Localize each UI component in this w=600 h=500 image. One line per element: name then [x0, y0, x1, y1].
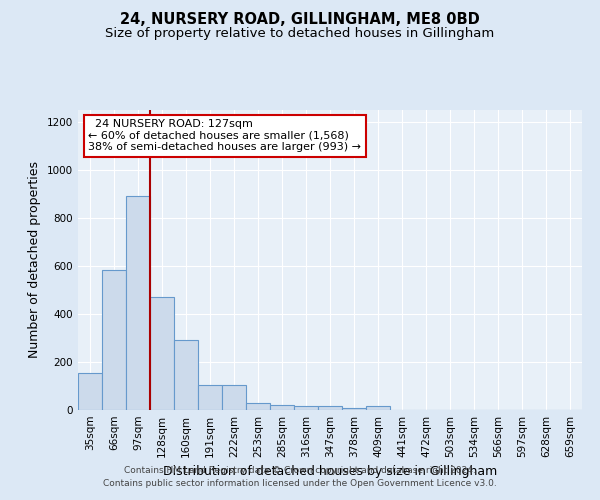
Bar — [222, 385, 246, 410]
Text: 24 NURSERY ROAD: 127sqm
← 60% of detached houses are smaller (1,568)
38% of semi: 24 NURSERY ROAD: 127sqm ← 60% of detache… — [88, 119, 361, 152]
Bar — [294, 406, 318, 410]
Bar — [126, 196, 150, 410]
Bar — [174, 340, 198, 410]
Bar — [270, 405, 294, 410]
Text: Size of property relative to detached houses in Gillingham: Size of property relative to detached ho… — [106, 28, 494, 40]
Bar — [318, 406, 342, 410]
Bar — [198, 385, 222, 410]
Bar — [150, 297, 174, 410]
Bar — [366, 406, 390, 410]
Bar — [78, 373, 102, 410]
Bar — [102, 270, 126, 410]
Bar — [342, 408, 366, 410]
Bar — [246, 403, 270, 410]
Text: Contains HM Land Registry data © Crown copyright and database right 2024.
Contai: Contains HM Land Registry data © Crown c… — [103, 466, 497, 487]
Text: 24, NURSERY ROAD, GILLINGHAM, ME8 0BD: 24, NURSERY ROAD, GILLINGHAM, ME8 0BD — [120, 12, 480, 28]
Y-axis label: Number of detached properties: Number of detached properties — [28, 162, 41, 358]
X-axis label: Distribution of detached houses by size in Gillingham: Distribution of detached houses by size … — [163, 466, 497, 478]
